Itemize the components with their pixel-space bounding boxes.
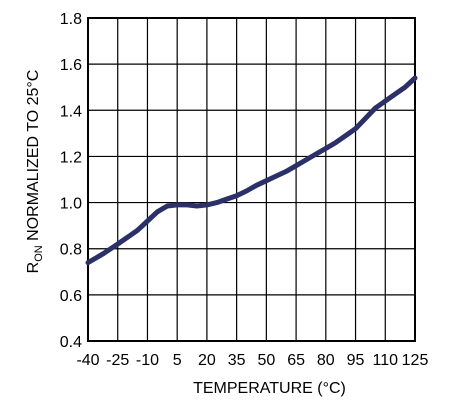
y-tick-label: 0.8 xyxy=(60,242,82,259)
y-tick-label: 1.8 xyxy=(60,11,82,28)
series-layer xyxy=(85,75,418,266)
y-axis-label: RON NORMALIZED TO 25°C xyxy=(25,70,45,274)
x-tick-label: 110 xyxy=(373,352,399,369)
x-tick-label: 80 xyxy=(317,352,335,369)
x-tick-label: 5 xyxy=(173,352,182,369)
x-axis-label: TEMPERATURE (°C) xyxy=(193,380,346,397)
x-tick-labels: -40 -25 -10 5 20 35 50 65 80 95 110 125 xyxy=(76,352,428,369)
x-tick-label: 125 xyxy=(402,352,429,369)
y-tick-label: 1.0 xyxy=(60,196,82,213)
x-tick-label: -40 xyxy=(76,352,99,369)
y-tick-label: 0.6 xyxy=(60,288,82,305)
y-tick-label: 1.2 xyxy=(60,149,82,166)
x-tick-label: 20 xyxy=(198,352,216,369)
plot-frame xyxy=(87,17,416,342)
grid xyxy=(87,17,416,342)
y-axis-label-rest: NORMALIZED TO 25°C xyxy=(25,70,42,246)
x-tick-label: 95 xyxy=(347,352,365,369)
x-tick-label: -25 xyxy=(106,352,129,369)
y-axis-label-sub: ON xyxy=(33,245,45,262)
x-tick-label: 35 xyxy=(228,352,246,369)
y-tick-label: 1.4 xyxy=(60,103,82,120)
y-tick-labels: 0.4 0.6 0.8 1.0 1.2 1.4 1.6 1.8 xyxy=(60,11,82,351)
x-tick-label: -10 xyxy=(136,352,159,369)
y-tick-label: 1.6 xyxy=(60,57,82,74)
x-tick-label: 50 xyxy=(257,352,275,369)
x-tick-label: 65 xyxy=(287,352,305,369)
series-line xyxy=(85,75,418,266)
y-axis-label-main: R xyxy=(25,262,42,274)
y-tick-label: 0.4 xyxy=(60,334,82,351)
